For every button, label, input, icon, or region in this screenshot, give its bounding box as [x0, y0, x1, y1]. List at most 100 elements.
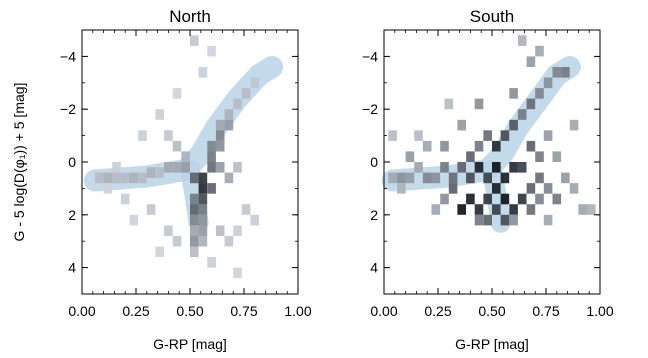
- density-bin: [517, 109, 527, 120]
- density-bin: [509, 204, 518, 215]
- density-bin: [552, 193, 562, 205]
- density-bin: [509, 214, 518, 226]
- density-bin: [215, 119, 225, 131]
- density-bin: [578, 204, 587, 215]
- density-bin: [215, 140, 225, 152]
- density-bin: [483, 130, 492, 141]
- density-bin: [543, 183, 553, 194]
- density-bin: [492, 204, 501, 215]
- density-bin: [198, 67, 208, 78]
- density-bin: [120, 172, 130, 184]
- density-bin: [103, 183, 113, 194]
- density-bin: [250, 214, 260, 226]
- density-bin: [241, 204, 251, 215]
- density-bin: [233, 98, 242, 110]
- density-bin: [146, 204, 156, 215]
- density-bin: [397, 183, 406, 194]
- density-bin: [207, 162, 216, 173]
- density-bin: [422, 172, 432, 184]
- y-tick-label: 4: [68, 260, 76, 276]
- density-bin: [500, 193, 510, 205]
- density-bin: [233, 162, 242, 173]
- density-bin: [103, 172, 113, 184]
- density-bin: [146, 167, 156, 178]
- density-bin: [198, 225, 208, 236]
- density-bin: [241, 88, 251, 99]
- density-bin: [138, 172, 147, 184]
- density-bin: [474, 162, 484, 173]
- density-bin: [517, 162, 527, 173]
- density-bin: [250, 77, 260, 89]
- density-bin: [112, 162, 121, 173]
- density-bin: [500, 172, 510, 184]
- density-bin: [466, 193, 475, 205]
- density-bin: [215, 162, 225, 173]
- density-bin: [129, 214, 139, 226]
- density-bin: [190, 235, 199, 247]
- density-bin: [448, 183, 458, 194]
- density-bin: [190, 214, 199, 226]
- density-bin: [569, 183, 579, 194]
- density-bin: [492, 162, 501, 173]
- y-tick-label: 2: [370, 207, 378, 223]
- density-bin: [190, 172, 199, 184]
- density-bin: [198, 193, 208, 205]
- density-bin: [457, 119, 466, 131]
- density-bin: [190, 225, 199, 236]
- x-axis-label: G-RP [mag]: [455, 336, 529, 352]
- density-bin: [155, 246, 164, 258]
- x-tick-label: 0.25: [122, 303, 149, 319]
- density-bin: [155, 109, 164, 120]
- density-bin: [569, 119, 579, 131]
- x-tick-label: 0.75: [230, 303, 257, 319]
- density-bin: [431, 204, 441, 215]
- x-tick-label: 1.00: [586, 303, 613, 319]
- density-bin: [190, 193, 199, 205]
- density-bin: [198, 204, 208, 215]
- density-bin: [552, 67, 562, 78]
- density-bin: [190, 246, 199, 258]
- density-bin: [474, 214, 484, 226]
- y-tick-label: 0: [370, 154, 378, 170]
- density-bin: [517, 35, 527, 46]
- density-bin: [198, 172, 208, 184]
- density-bin: [172, 140, 182, 152]
- density-bin: [215, 130, 225, 141]
- density-bin: [509, 162, 518, 173]
- density-bin: [388, 172, 397, 184]
- density-bin: [526, 56, 536, 67]
- density-bin: [448, 172, 458, 184]
- density-bin: [414, 162, 423, 173]
- density-bin: [440, 162, 449, 173]
- y-tick-label: −4: [362, 48, 378, 64]
- axis-ticks: 0.00 0.25 0.50 0.75 1.00 −4 −2 0 2 4: [60, 29, 312, 319]
- y-tick-label: −4: [60, 48, 76, 64]
- density-bin: [466, 151, 475, 162]
- density-bins-layer: [95, 35, 260, 279]
- density-bin: [492, 183, 501, 194]
- y-tick-label: −2: [60, 101, 76, 117]
- density-bin: [483, 172, 492, 184]
- density-bin: [457, 162, 466, 173]
- density-bin: [457, 204, 466, 215]
- panel-north: North 0.00 0.25 0.50 0.75 1.00 −4 −2 0 2 4 G-RP […: [11, 7, 312, 352]
- density-bin: [509, 88, 518, 99]
- density-bin: [552, 151, 562, 162]
- density-bin: [561, 172, 570, 184]
- density-bin: [129, 172, 139, 184]
- density-bin: [172, 235, 182, 247]
- panel-title: South: [470, 7, 514, 26]
- axis-ticks: 0.00 0.25 0.50 0.75 1.00 −4 −2 0 2 4: [362, 29, 614, 319]
- density-bin: [483, 193, 492, 205]
- density-bin: [526, 140, 536, 152]
- density-bin: [492, 140, 501, 152]
- x-tick-label: 0.00: [68, 303, 95, 319]
- density-bin: [466, 172, 475, 184]
- x-tick-label: 0.50: [176, 303, 203, 319]
- density-bin: [526, 204, 536, 215]
- density-bin: [397, 172, 406, 184]
- density-bin: [500, 130, 510, 141]
- density-bin: [190, 35, 199, 46]
- density-bins-layer: [388, 35, 596, 226]
